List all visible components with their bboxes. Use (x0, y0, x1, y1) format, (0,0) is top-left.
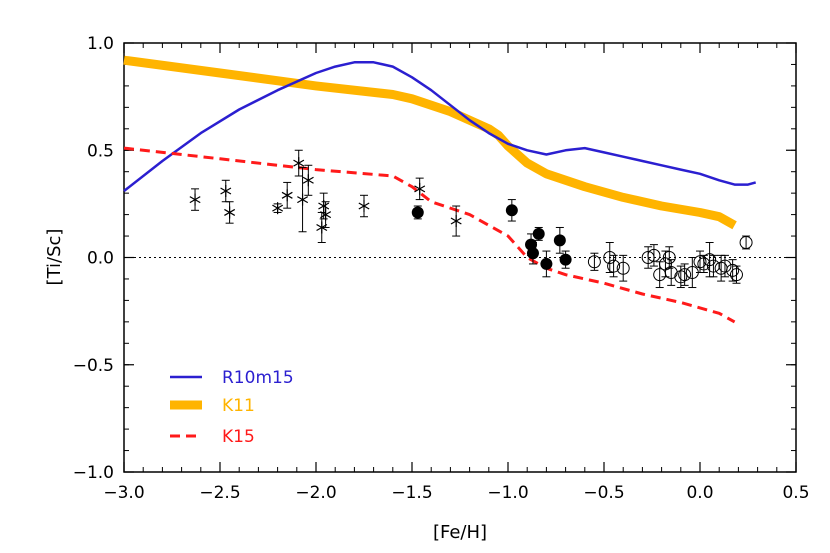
data-point-open-circle (647, 248, 661, 262)
data-point-filled-circle (505, 204, 518, 217)
y-tick-label: −0.5 (73, 356, 114, 376)
asterisk-stroke (318, 202, 330, 210)
data-point-asterisk (224, 206, 236, 219)
asterisk-stroke (358, 202, 370, 210)
series-line-r10m15 (123, 61, 757, 192)
series-line-k15 (123, 146, 736, 324)
y-tick-label: −1.0 (73, 463, 114, 483)
data-point-open-circle (678, 268, 692, 282)
x-tick-label: 0.5 (782, 483, 809, 503)
data-point-asterisk (297, 193, 309, 206)
legend-label-r10m15: R10m15 (222, 368, 294, 388)
data-point-asterisk (189, 193, 201, 206)
asterisk-stroke (293, 159, 305, 167)
data-point-open-circle (718, 259, 732, 273)
x-tick-label: −2.0 (295, 483, 336, 503)
data-point-filled-circle (532, 227, 545, 240)
x-tick-label: −2.5 (199, 483, 240, 503)
data-point-filled-circle (526, 247, 539, 260)
legend-label-k15: K15 (222, 427, 255, 447)
x-tick-label: −3.0 (103, 483, 144, 503)
legend: R10m15 K11 K15 (170, 368, 294, 447)
data-point-open-circle (726, 263, 740, 277)
data-point-asterisk (220, 185, 232, 198)
y-tick-label: 1.0 (87, 34, 114, 54)
x-axis-label: [Fe/H] (433, 522, 487, 543)
asterisk-stroke (224, 208, 236, 216)
y-tick-label: 0.0 (87, 249, 114, 269)
axis-ticks: −3.0 −2.5 −2.0 −1.5 −1.0 −0.5 0.0 0.5 −1.0 −0.5 0.… (73, 34, 810, 503)
asterisk-stroke (272, 204, 284, 212)
asterisk-stroke (414, 185, 426, 193)
asterisk-stroke (297, 196, 309, 204)
data-point-asterisk (450, 215, 462, 228)
data-point-asterisk (281, 189, 293, 202)
data-point-open-circle (587, 255, 601, 269)
asterisk-stroke (189, 196, 201, 204)
legend-label-k11: K11 (222, 396, 255, 416)
data-point-filled-circle (411, 206, 424, 219)
data-point-filled-circle (540, 257, 553, 270)
data-point-open-circle (607, 259, 621, 273)
data-point-asterisk (414, 182, 426, 195)
data-point-filled-circle (559, 253, 572, 266)
y-axis-label: [Ti/Sc] (44, 229, 65, 286)
data-point-open-circle (603, 251, 617, 264)
asterisk-stroke (450, 217, 462, 225)
data-point-open-circle (616, 261, 630, 275)
asterisk-stroke (302, 176, 314, 184)
data-point-asterisk (358, 200, 370, 213)
observations (189, 149, 753, 289)
y-tick-label: 0.5 (87, 141, 114, 161)
data-point-asterisk (302, 174, 314, 187)
data-point-open-circle (739, 235, 753, 249)
asterisk-stroke (320, 211, 332, 219)
asterisk-stroke (281, 191, 293, 199)
x-tick-label: −1.0 (487, 483, 528, 503)
x-tick-label: 0.0 (686, 483, 713, 503)
asterisk-stroke (220, 187, 232, 195)
model-curves (123, 55, 757, 324)
data-point-asterisk (272, 202, 284, 215)
x-tick-label: −1.5 (391, 483, 432, 503)
series-line-k11 (123, 55, 737, 230)
x-tick-label: −0.5 (583, 483, 624, 503)
data-point-open-circle (674, 270, 688, 284)
data-point-open-circle (662, 251, 676, 264)
data-point-open-circle (729, 268, 743, 282)
data-point-asterisk (320, 208, 332, 221)
data-point-filled-circle (553, 234, 566, 247)
data-point-open-circle (703, 253, 717, 267)
